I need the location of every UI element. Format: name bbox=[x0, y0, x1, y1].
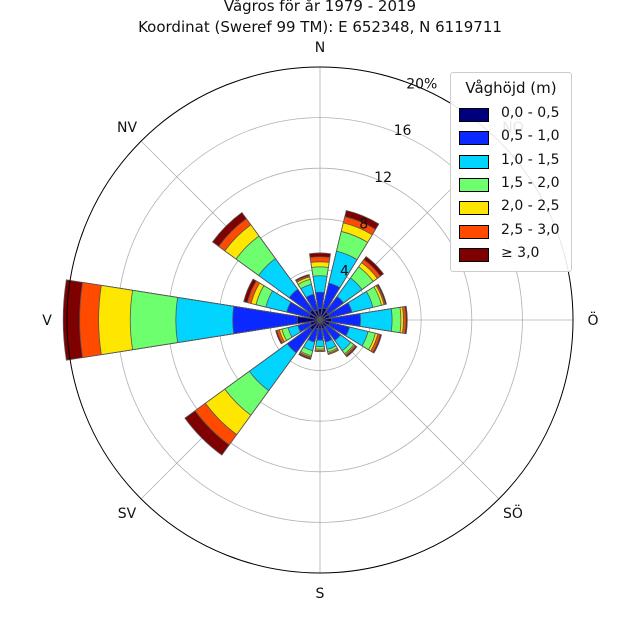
rose-bar-NNÖ-bin0 bbox=[319, 307, 328, 321]
radial-tick-label: 8 bbox=[359, 217, 368, 233]
direction-label: SV bbox=[118, 506, 137, 522]
rose-bar-NV-bin0 bbox=[309, 309, 321, 321]
legend-swatch bbox=[459, 131, 489, 146]
rose-bar-V-bin0 bbox=[296, 315, 321, 325]
legend-label: 2,5 - 3,0 bbox=[501, 221, 560, 238]
chart-title: Vågros för år 1979 - 2019 bbox=[223, 0, 417, 15]
legend-label: 1,0 - 1,5 bbox=[501, 151, 560, 168]
direction-label: V bbox=[42, 313, 52, 329]
rose-bar-NNV-bin0 bbox=[314, 309, 321, 321]
legend-swatch bbox=[459, 154, 489, 169]
radial-tick-label: 16 bbox=[394, 123, 412, 139]
legend-swatch bbox=[459, 108, 489, 122]
rose-bar-N-bin0 bbox=[317, 308, 323, 321]
rose-bar-N-bin1 bbox=[315, 291, 325, 321]
legend-swatch bbox=[459, 247, 489, 262]
legend-swatch bbox=[459, 177, 489, 192]
rose-bar-S-bin0 bbox=[318, 319, 322, 330]
legend-label: 2,0 - 2,5 bbox=[501, 198, 560, 215]
chart-subtitle: Koordinat (Sweref 99 TM): E 652348, N 61… bbox=[138, 18, 502, 36]
legend-swatch bbox=[459, 224, 489, 239]
radial-tick-label: 4 bbox=[340, 263, 349, 279]
rose-bar-VNV-bin0 bbox=[308, 313, 321, 321]
direction-label: S bbox=[316, 586, 325, 602]
radial-tick-label: 20% bbox=[406, 76, 437, 92]
direction-label: Ö bbox=[587, 311, 598, 329]
legend-label: 1,5 - 2,0 bbox=[501, 174, 560, 191]
legend-label: ≥ 3,0 bbox=[501, 244, 540, 261]
rose-bar-SV-bin0 bbox=[309, 319, 321, 331]
rose-bar-Ö-bin0 bbox=[319, 317, 332, 323]
radial-tick-label: 12 bbox=[374, 170, 392, 186]
legend-swatch bbox=[459, 201, 489, 216]
rose-bar-V-bin1 bbox=[232, 305, 321, 335]
direction-label: N bbox=[315, 40, 325, 56]
rose-bar-NÖ-bin0 bbox=[319, 311, 329, 321]
direction-label: SÖ bbox=[503, 504, 523, 522]
rose-bar-SSÖ-bin0 bbox=[319, 319, 326, 330]
rose-bar-ÖNÖ-bin0 bbox=[319, 314, 331, 321]
legend-label: 0,0 - 0,5 bbox=[501, 105, 560, 121]
direction-label: NV bbox=[117, 120, 137, 136]
rose-bar-SÖ-bin0 bbox=[319, 319, 328, 328]
rose-bar-Ö-bin1 bbox=[319, 313, 361, 327]
legend: Våghöjd (m) 0,0 - 0,5 0,5 - 1,0 1,0 - 1,5 1… bbox=[450, 72, 572, 272]
rose-bar-VSV-bin0 bbox=[309, 319, 321, 326]
legend-label: 0,5 - 1,0 bbox=[501, 128, 560, 145]
rose-bar-S-bin1 bbox=[316, 319, 324, 341]
legend-title: Våghöjd (m) bbox=[465, 79, 557, 97]
polar-frame bbox=[66, 66, 574, 574]
